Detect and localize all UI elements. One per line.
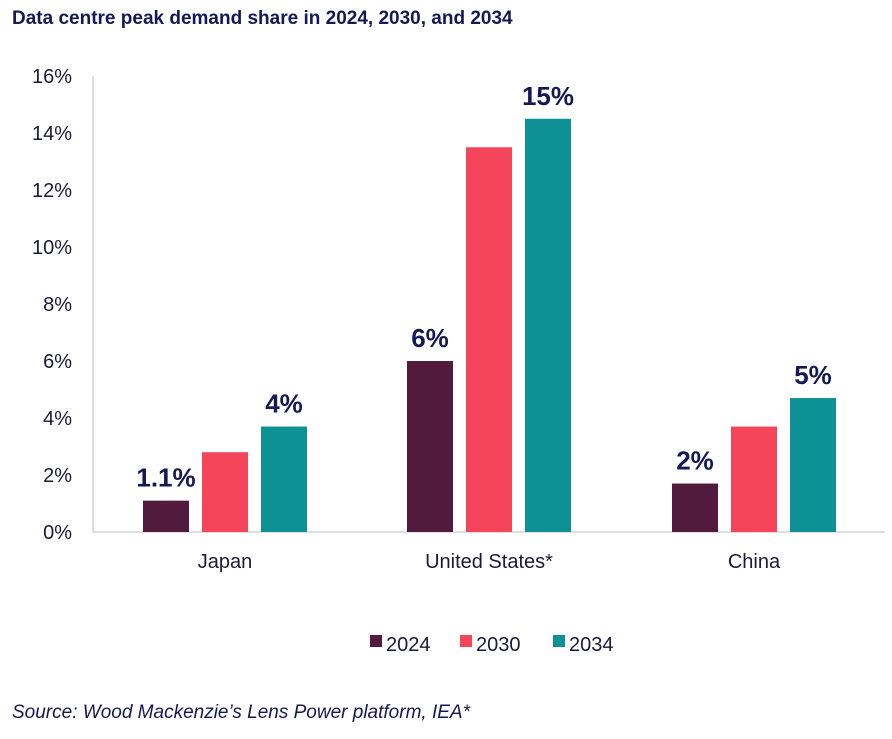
bars bbox=[143, 118, 836, 532]
chart-title: Data centre peak demand share in 2024, 2… bbox=[12, 8, 513, 29]
data-label: 1.1% bbox=[136, 463, 195, 493]
y-tick-label: 0% bbox=[43, 522, 72, 544]
bar-2030-japan bbox=[202, 452, 248, 532]
legend: 2024 2030 2034 bbox=[370, 634, 614, 656]
data-labels: 1.1% 4% 6% 15% 2% 5% bbox=[136, 81, 831, 493]
legend-label-2024: 2024 bbox=[386, 634, 431, 656]
x-category-label: Japan bbox=[198, 551, 253, 573]
legend-swatch-2030 bbox=[460, 635, 472, 647]
y-tick-label: 6% bbox=[43, 351, 72, 373]
data-label: 15% bbox=[522, 81, 574, 111]
legend-label-2034: 2034 bbox=[569, 634, 614, 656]
data-label: 4% bbox=[265, 389, 303, 419]
bar-2024-united-states bbox=[407, 361, 453, 532]
y-tick-label: 8% bbox=[43, 294, 72, 316]
data-label: 6% bbox=[411, 323, 449, 353]
y-tick-label: 10% bbox=[32, 237, 72, 259]
bar-2030-china bbox=[731, 426, 777, 532]
data-label: 5% bbox=[794, 360, 832, 390]
y-tick-label: 16% bbox=[32, 66, 72, 88]
bar-2034-united-states bbox=[525, 118, 571, 532]
x-category-label: China bbox=[728, 551, 781, 573]
legend-swatch-2034 bbox=[553, 635, 565, 647]
y-tick-label: 14% bbox=[32, 123, 72, 145]
bar-2034-japan bbox=[261, 426, 307, 532]
bar-2030-united-states bbox=[466, 147, 512, 532]
y-axis: 0% 2% 4% 6% 8% 10% 12% 14% 16% bbox=[32, 66, 885, 544]
y-tick-label: 4% bbox=[43, 408, 72, 430]
bar-2034-china bbox=[790, 398, 836, 532]
legend-swatch-2024 bbox=[370, 635, 382, 647]
bar-2024-china bbox=[672, 483, 718, 532]
source-note: Source: Wood Mackenzie’s Lens Power plat… bbox=[12, 702, 470, 723]
y-tick-label: 12% bbox=[32, 180, 72, 202]
data-label: 2% bbox=[676, 446, 714, 476]
legend-label-2030: 2030 bbox=[476, 634, 521, 656]
y-tick-label: 2% bbox=[43, 465, 72, 487]
x-category-label: United States* bbox=[425, 551, 553, 573]
x-axis-categories: Japan United States* China bbox=[198, 551, 781, 573]
bar-2024-japan bbox=[143, 500, 189, 532]
